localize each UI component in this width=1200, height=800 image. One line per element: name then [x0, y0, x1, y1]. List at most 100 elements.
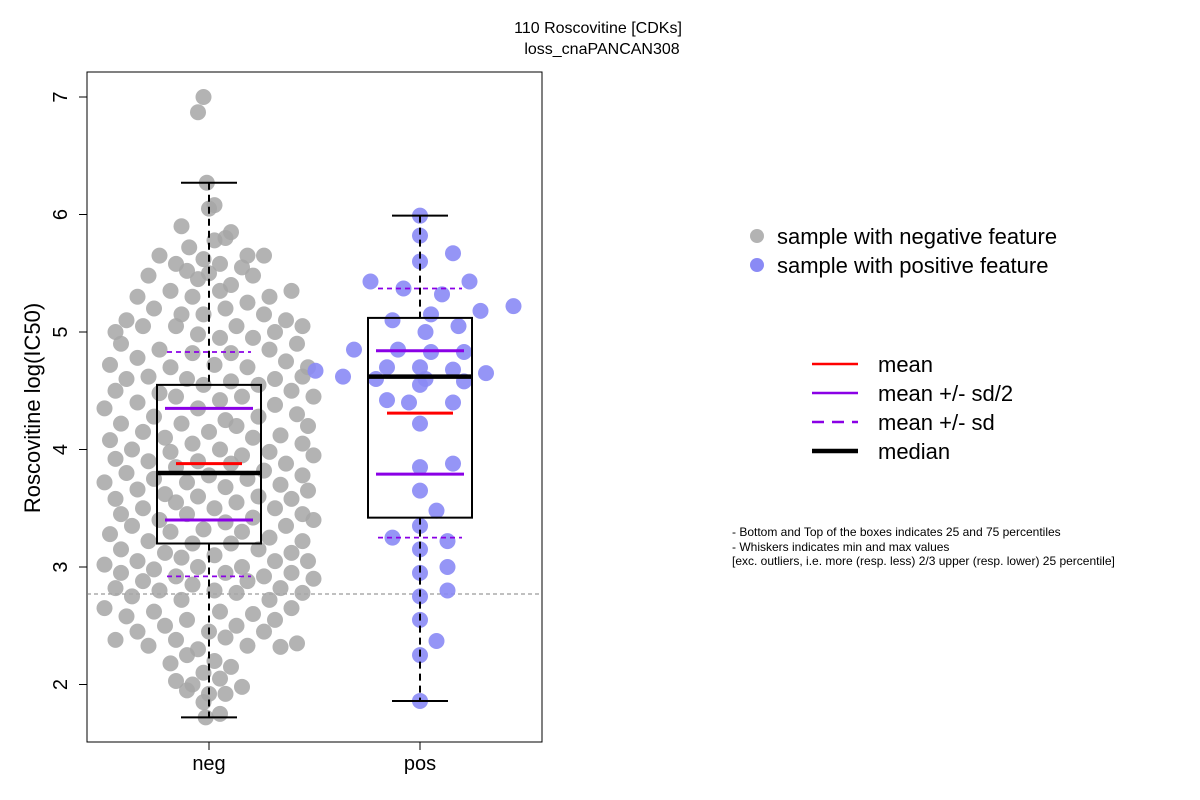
neg-sample-point: [179, 682, 195, 699]
neg-sample-point: [228, 318, 245, 335]
neg-sample-point: [118, 312, 135, 329]
pos-sample-point: [439, 582, 456, 599]
pos-sample-point: [417, 324, 434, 340]
neg-sample-point: [179, 506, 195, 523]
neg-sample-point: [102, 432, 118, 449]
neg-sample-point: [278, 517, 294, 534]
neg-sample-point: [250, 488, 267, 505]
neg-sample-point: [272, 638, 289, 655]
pos-sample-point: [445, 361, 461, 378]
neg-sample-point: [157, 486, 173, 503]
neg-sample-point: [212, 282, 228, 299]
neg-sample-point: [228, 617, 245, 634]
neg-sample-point: [190, 104, 206, 121]
neg-sample-point: [135, 423, 151, 440]
neg-sample-point: [179, 474, 195, 491]
neg-sample-point: [146, 300, 162, 317]
neg-sample-point: [228, 494, 245, 511]
neg-sample-point: [135, 500, 151, 517]
neg-sample-point: [146, 561, 162, 578]
neg-sample-point: [173, 415, 190, 432]
neg-sample-point: [239, 637, 256, 654]
neg-sample-point: [179, 262, 195, 279]
neg-sample-point: [168, 631, 184, 648]
neg-sample-point: [256, 462, 272, 479]
neg-sample-point: [217, 514, 234, 531]
neg-sample-point: [245, 267, 261, 284]
neg-sample-point: [267, 611, 283, 628]
neg-sample-point: [217, 629, 234, 646]
neg-sample-point: [283, 600, 300, 617]
neg-sample-point: [206, 356, 223, 373]
neg-sample-point: [294, 435, 311, 452]
neg-sample-point: [267, 553, 283, 570]
neg-sample-point: [118, 465, 135, 481]
neg-sample-point: [113, 506, 129, 523]
neg-sample-point: [190, 559, 206, 575]
neg-sample-point: [107, 450, 124, 467]
pos-sample-point: [450, 318, 467, 335]
pos-sample-point: [368, 371, 384, 387]
neg-sample-point: [223, 658, 239, 675]
neg-sample-point: [113, 564, 129, 581]
neg-sample-point: [102, 526, 118, 543]
pos-sample-point: [335, 368, 351, 385]
neg-sample-point: [239, 359, 256, 376]
pos-sample-point: [478, 365, 494, 382]
neg-sample-point: [217, 479, 234, 496]
pos-sample-point: [412, 253, 428, 270]
neg-sample-point: [234, 523, 250, 540]
neg-sample-point: [107, 580, 124, 597]
neg-sample-point: [146, 408, 162, 425]
neg-sample-point: [212, 603, 228, 620]
neg-sample-point: [201, 423, 217, 440]
legend-marker-positive: [750, 258, 764, 272]
neg-sample-point: [102, 356, 118, 373]
neg-sample-point: [261, 591, 278, 608]
neg-sample-point: [179, 611, 195, 628]
legend-label-positive: sample with positive feature: [777, 253, 1048, 278]
legend-label-mean: mean: [878, 352, 933, 377]
legend-label-median: median: [878, 439, 950, 464]
pos-sample-point: [434, 286, 450, 303]
neg-sample-point: [261, 341, 278, 358]
neg-sample-point: [212, 705, 228, 722]
pos-sample-point: [412, 415, 428, 432]
footnotes: - Bottom and Top of the boxes indicates …: [732, 525, 1115, 568]
pos-sample-point: [439, 559, 456, 575]
neg-sample-point: [140, 267, 157, 284]
neg-sample-point: [217, 300, 234, 317]
footnote-3: [exc. outliers, i.e. more (resp. less) 2…: [732, 554, 1115, 568]
neg-sample-point: [184, 345, 201, 362]
neg-sample-point: [181, 239, 198, 256]
pos-sample-point: [445, 245, 461, 262]
pos-sample-point: [362, 273, 379, 290]
neg-sample-point: [206, 232, 223, 249]
y-tick-label: 7: [50, 91, 72, 102]
neg-sample-point: [278, 455, 294, 472]
neg-sample-point: [107, 382, 124, 399]
neg-sample-point: [250, 408, 267, 425]
neg-sample-point: [168, 388, 184, 405]
neg-sample-point: [212, 255, 228, 272]
neg-sample-point: [267, 500, 283, 517]
neg-sample-point: [173, 549, 190, 566]
neg-sample-point: [118, 371, 135, 387]
neg-sample-point: [129, 349, 146, 366]
footnote-2: - Whiskers indicates min and max values: [732, 540, 949, 554]
neg-sample-point: [129, 481, 146, 498]
neg-sample-point: [234, 388, 250, 405]
neg-sample-point: [228, 584, 245, 601]
neg-sample-point: [135, 573, 151, 590]
neg-sample-point: [151, 341, 168, 358]
neg-sample-point: [305, 388, 322, 405]
neg-sample-point: [195, 521, 212, 538]
neg-sample-point: [212, 441, 228, 458]
pos-sample-point: [412, 227, 428, 244]
neg-sample-point: [234, 559, 250, 575]
neg-sample-point: [206, 582, 223, 599]
neg-sample-point: [195, 89, 212, 105]
neg-sample-point: [234, 259, 250, 276]
neg-sample-point: [256, 247, 272, 264]
